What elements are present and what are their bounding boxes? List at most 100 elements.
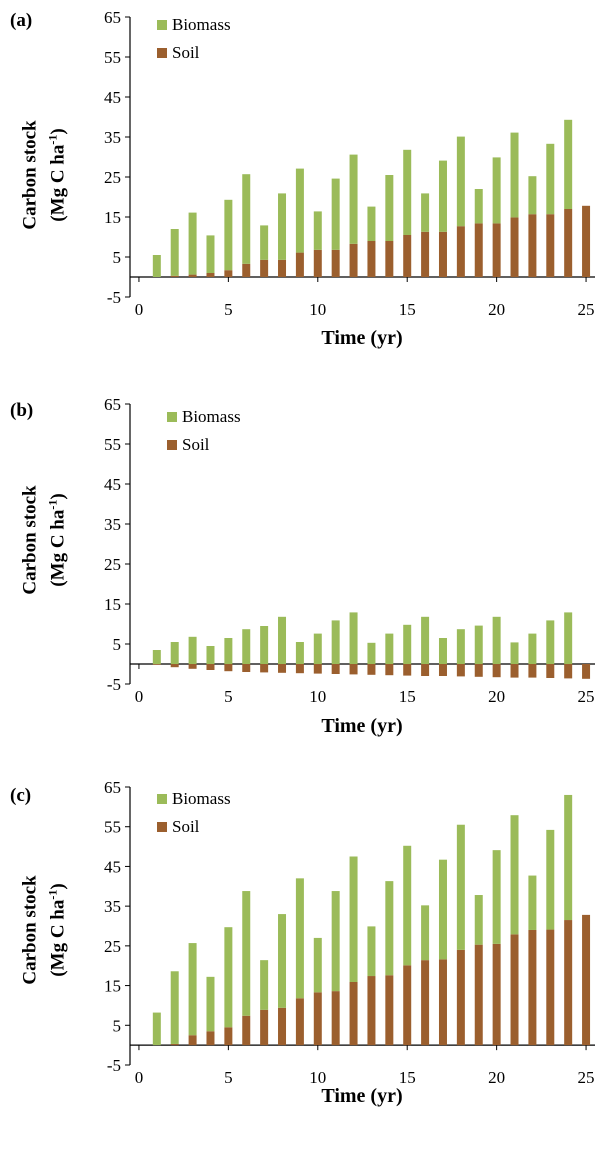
y-axis-unit: (Mg C ha: [47, 144, 69, 222]
legend-swatch-biomass: [167, 412, 177, 422]
y-axis-label-line1: Carbon stock: [19, 875, 41, 985]
bar-soil: [242, 1015, 251, 1046]
bar-biomass: [260, 626, 269, 664]
y-axis-label: Carbon stock (Mg C ha-1): [18, 875, 69, 984]
bar-biomass: [152, 255, 161, 277]
y-tick-label: 5: [113, 1016, 122, 1035]
y-tick-label: 35: [104, 128, 121, 147]
legend-item-biomass: Biomass: [157, 11, 231, 39]
bar-soil: [242, 263, 251, 277]
bar-biomass: [278, 914, 287, 1008]
bar-biomass: [295, 878, 304, 999]
y-axis-label-line2: (Mg C ha-1): [41, 875, 69, 984]
bar-soil: [331, 249, 340, 277]
legend-label-biomass: Biomass: [172, 789, 231, 808]
y-axis-unit-close: ): [47, 883, 69, 890]
legend: Biomass Soil: [157, 785, 231, 841]
bar-biomass: [188, 636, 197, 664]
panel-label: (a): [10, 10, 33, 31]
bar-soil: [188, 274, 197, 277]
legend-label-soil: Soil: [182, 435, 210, 454]
bar-biomass: [295, 642, 304, 664]
bar-biomass: [206, 235, 215, 273]
bar-biomass: [170, 642, 179, 664]
y-tick-label: 55: [104, 818, 121, 837]
legend-item-biomass: Biomass: [167, 403, 241, 431]
bar-biomass: [421, 616, 430, 664]
y-tick-label: 55: [104, 435, 121, 454]
bar-biomass: [313, 633, 322, 664]
bar-biomass: [242, 174, 251, 264]
y-tick-label: -5: [107, 1056, 121, 1075]
bar-soil: [403, 965, 412, 1046]
legend-swatch-biomass: [157, 794, 167, 804]
legend-item-soil: Soil: [157, 39, 231, 67]
bar-biomass: [564, 794, 573, 921]
bar-biomass: [474, 189, 483, 224]
chart-a-svg: -5 5 15 25 35 45 55 65 0 5 10 15 20 25: [104, 8, 595, 319]
y-tick-label: 25: [104, 555, 121, 574]
bar-soil: [474, 223, 483, 277]
bar-soil: [367, 241, 376, 277]
bar-biomass: [349, 856, 358, 982]
bar-biomass: [438, 160, 447, 232]
x-tick-label: 5: [224, 687, 233, 706]
bar-soil: [421, 664, 430, 676]
x-axis-label: Time (yr): [321, 1085, 403, 1107]
legend-swatch-soil: [157, 48, 167, 58]
bar-biomass: [528, 875, 537, 930]
bar-biomass: [528, 176, 537, 215]
chart-b-svg: -5 5 15 25 35 45 55 65 0 5 10 15 20 25: [104, 395, 595, 706]
bar-soil: [349, 243, 358, 277]
bar-soil: [224, 664, 233, 672]
y-tick-label: 55: [104, 48, 121, 67]
x-tick-label: 15: [399, 300, 416, 319]
bar-biomass: [224, 638, 233, 664]
bar-soil: [546, 929, 555, 1046]
legend-label-soil: Soil: [172, 817, 200, 836]
bar-biomass: [492, 157, 501, 224]
bar-soil: [206, 273, 215, 277]
y-axis-unit-exponent: -1: [45, 134, 60, 145]
bar-soil: [385, 664, 394, 676]
bar-biomass: [349, 154, 358, 244]
bar-biomass: [260, 225, 269, 260]
bar-biomass: [403, 624, 412, 664]
bar-biomass: [278, 193, 287, 260]
bar-biomass: [188, 212, 197, 275]
legend-swatch-soil: [157, 822, 167, 832]
bar-biomass: [421, 905, 430, 961]
x-tick-label: 20: [488, 1068, 505, 1087]
y-axis-unit: (Mg C ha: [47, 899, 69, 977]
y-tick-label: -5: [107, 675, 121, 694]
y-axis-label: Carbon stock (Mg C ha-1): [18, 485, 69, 594]
bar-soil: [295, 664, 304, 674]
chart-panel-b: -5 5 15 25 35 45 55 65 0 5 10 15 20 25 (b) Carbon sto…: [0, 390, 602, 765]
panel-label: (c): [10, 785, 32, 806]
bar-biomass: [474, 625, 483, 664]
bar-soil: [260, 259, 269, 277]
bar-soil: [313, 664, 322, 674]
bar-soil: [367, 976, 376, 1046]
bar-biomass: [438, 859, 447, 960]
bar-soil: [313, 992, 322, 1046]
bar-soil: [206, 1031, 215, 1046]
bar-soil: [188, 664, 197, 669]
bar-soil: [528, 214, 537, 277]
x-tick-label: 10: [309, 300, 326, 319]
bar-biomass: [438, 638, 447, 664]
bar-biomass: [403, 845, 412, 966]
bar-biomass: [492, 616, 501, 664]
bar-biomass: [403, 149, 412, 235]
bar-biomass: [367, 642, 376, 664]
bar-soil: [260, 664, 269, 673]
bar-soil: [546, 214, 555, 277]
y-tick-label: 5: [113, 635, 122, 654]
legend-label-soil: Soil: [172, 43, 200, 62]
bar-soil: [313, 249, 322, 277]
bar-soil: [188, 1035, 197, 1046]
bar-biomass: [385, 175, 394, 241]
y-axis-unit-close: ): [47, 493, 69, 500]
chart-panel-a: -5 5 15 25 35 45 55 65 0 5 10 15 20 25 (a) Carbon sto…: [0, 0, 602, 375]
y-axis-label-line2: (Mg C ha-1): [41, 485, 69, 594]
